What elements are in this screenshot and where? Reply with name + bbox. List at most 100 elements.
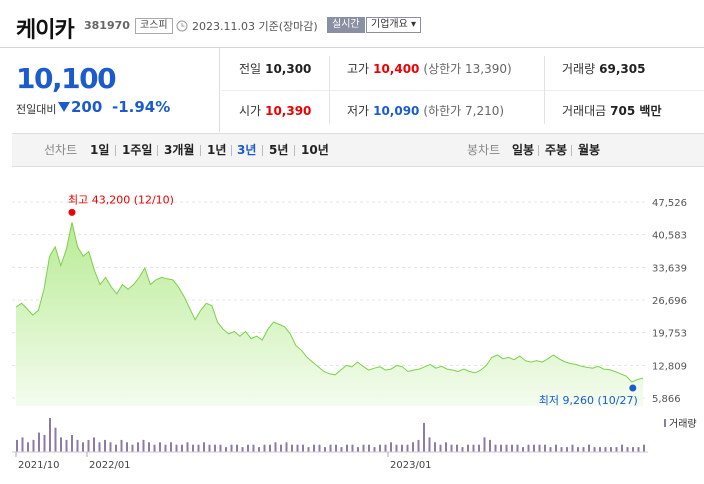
volume-bar	[153, 444, 156, 452]
volume-bar	[285, 442, 288, 452]
price-panel: 10,100 전일대비 200 -1.94%	[0, 48, 220, 132]
volume-bar	[87, 439, 90, 452]
period-1d[interactable]: 1일	[90, 143, 110, 157]
volume-bar	[346, 444, 348, 452]
quote-col-divider	[329, 56, 330, 124]
volume-bar	[555, 444, 557, 452]
period-3y[interactable]: 3년	[237, 143, 257, 157]
period-3m[interactable]: 3개월	[164, 143, 195, 157]
current-price: 10,100	[16, 62, 117, 95]
volume-bar	[434, 442, 436, 452]
volume-bar	[82, 442, 84, 452]
volume-bar	[192, 444, 194, 452]
x-tick-label: 2021/10	[18, 460, 60, 471]
volume-bar	[21, 437, 24, 452]
period-separator	[294, 145, 295, 156]
max-price-label: 최고 43,200 (12/10)	[68, 193, 174, 206]
volume-bar	[538, 444, 541, 452]
volume-bar	[214, 444, 216, 452]
period-1y[interactable]: 1년	[207, 143, 227, 157]
volume-bar	[571, 444, 574, 452]
stock-code: 381970	[84, 19, 130, 32]
trade-value-label: 거래대금	[562, 104, 607, 118]
volume-bar	[203, 442, 205, 452]
volume-bar	[577, 447, 579, 452]
volume-bar	[610, 447, 612, 452]
price-chart: 47,526 40,583 33,639 26,696 19,753 12,809 5,86…	[0, 180, 704, 480]
period-1w[interactable]: 1주일	[122, 143, 153, 157]
volume-bar	[104, 439, 106, 452]
quote-row-divider	[221, 90, 704, 91]
volume-bar	[71, 435, 73, 452]
high-value: 10,400	[373, 62, 420, 76]
realtime-button[interactable]: 실시간	[327, 17, 365, 33]
period-separator	[571, 145, 572, 156]
volume-bar	[236, 444, 238, 452]
volume-bar	[593, 447, 596, 452]
volume-bar	[252, 444, 255, 452]
volume-bar	[588, 444, 590, 452]
period-separator	[262, 145, 263, 156]
y-tick-label: 33,639	[652, 263, 687, 274]
volume-bar	[109, 442, 112, 452]
volume-bar	[49, 418, 51, 452]
volume-bar	[368, 444, 370, 452]
volume-bar	[428, 437, 431, 452]
volume-label: 거래량	[562, 62, 596, 76]
volume-bar	[643, 444, 645, 452]
volume-bar	[401, 444, 403, 452]
volume-bar	[522, 447, 524, 452]
volume-bar	[494, 444, 497, 452]
volume-bar	[43, 435, 46, 452]
volume-value: 69,305	[599, 62, 646, 76]
volume-bar	[324, 447, 326, 452]
period-separator	[538, 145, 539, 156]
trade-value: 705 백만	[610, 104, 662, 118]
period-separator	[115, 145, 116, 156]
volume-bar	[181, 444, 183, 452]
candle-weekly[interactable]: 주봉	[545, 143, 568, 157]
volume-bar	[395, 444, 398, 452]
volume-bar	[406, 444, 409, 452]
prev-close-cell: 전일 10,300	[239, 48, 311, 90]
y-tick-label: 26,696	[652, 296, 687, 307]
volume-bar	[263, 444, 266, 452]
volume-bar	[362, 444, 365, 452]
lower-limit: (하한가 7,210)	[423, 104, 505, 118]
y-tick-label: 47,526	[652, 198, 687, 209]
volume-bar	[560, 447, 563, 452]
volume-bar	[423, 422, 425, 452]
volume-bar	[274, 442, 277, 452]
volume-bar	[340, 447, 343, 452]
volume-bar	[390, 442, 392, 452]
volume-bar	[54, 427, 57, 452]
volume-bar	[307, 447, 310, 452]
volume-bar	[478, 444, 480, 452]
period-10y[interactable]: 10년	[301, 143, 329, 157]
candle-daily[interactable]: 일봉	[512, 143, 535, 157]
volume-bar	[626, 447, 629, 452]
volume-bar	[461, 447, 464, 452]
volume-bar	[164, 444, 167, 452]
price-line	[15, 222, 644, 383]
volume-bar	[439, 444, 442, 452]
candle-monthly[interactable]: 월봉	[578, 143, 601, 157]
volume-legend-label: 거래량	[669, 418, 697, 430]
volume-bar	[472, 444, 475, 452]
change-percent: -1.94%	[112, 98, 171, 116]
volume-bar	[291, 444, 293, 452]
volume-bar	[637, 447, 640, 452]
volume-bar	[445, 442, 447, 452]
period-selector: 선차트 1일 1주일 3개월 1년 3년 5년 10년 봉차트 일봉 주봉 월봉	[12, 133, 704, 167]
change-value: 200	[71, 98, 103, 116]
company-overview-button[interactable]: 기업개요 ▾	[366, 17, 421, 33]
volume-bar	[197, 444, 200, 452]
volume-bar	[296, 444, 299, 452]
volume-bar	[225, 447, 227, 452]
high-label: 고가	[347, 62, 370, 76]
y-tick-label: 5,866	[652, 394, 681, 405]
period-5y[interactable]: 5년	[269, 143, 289, 157]
y-tick-label: 40,583	[652, 231, 687, 242]
volume-bar	[219, 444, 222, 452]
volume-bar	[489, 439, 491, 452]
